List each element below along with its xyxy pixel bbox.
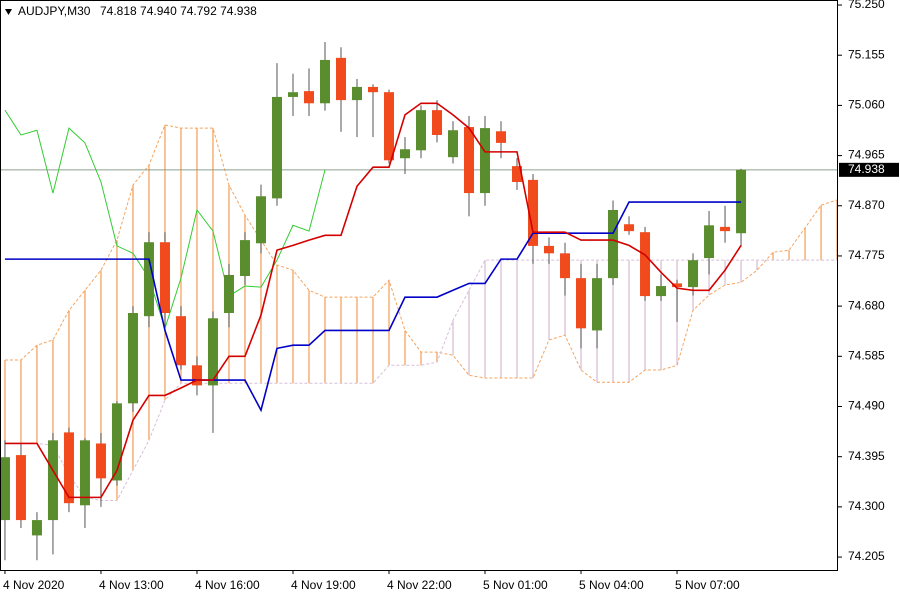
candle-body xyxy=(31,520,42,536)
candle-body xyxy=(640,232,651,297)
y-tick-label: 74.775 xyxy=(848,248,885,262)
plot-area xyxy=(0,41,838,561)
candle-body xyxy=(319,59,330,104)
candle-body xyxy=(496,131,507,143)
x-tick-label: 4 Nov 19:00 xyxy=(291,578,356,592)
candle-body xyxy=(528,179,539,246)
candle-body xyxy=(15,455,26,521)
last-price-label: 74.938 xyxy=(848,162,885,176)
y-tick-label: 75.060 xyxy=(848,98,885,112)
y-tick-label: 75.155 xyxy=(848,47,885,61)
candle-body xyxy=(608,209,619,279)
x-tick-label: 5 Nov 01:00 xyxy=(483,578,548,592)
candle-body xyxy=(383,92,394,161)
x-tick-label: 4 Nov 13:00 xyxy=(99,578,164,592)
candle-body xyxy=(271,96,282,199)
y-tick-label: 74.490 xyxy=(848,399,885,413)
candle-body xyxy=(207,318,218,386)
candle-body xyxy=(0,457,10,521)
x-tick-label: 5 Nov 04:00 xyxy=(579,578,644,592)
chart-title: AUDJPY,M30 xyxy=(18,4,91,18)
y-tick-label: 74.965 xyxy=(848,148,885,162)
candle-body xyxy=(95,443,106,479)
candle-body xyxy=(127,312,138,404)
chart-subtitle: 74.818 74.940 74.792 74.938 xyxy=(100,4,257,18)
tenkan-sen xyxy=(4,102,742,499)
x-tick-label: 4 Nov 16:00 xyxy=(195,578,260,592)
candle-body xyxy=(688,260,699,288)
candle-body xyxy=(399,149,410,159)
candle-body xyxy=(367,86,378,93)
y-tick-label: 74.395 xyxy=(848,449,885,463)
candle-body xyxy=(303,91,314,104)
last-price-box xyxy=(839,162,899,177)
y-tick-label: 74.585 xyxy=(848,348,885,362)
candle-body xyxy=(63,432,74,504)
x-tick-label: 4 Nov 22:00 xyxy=(387,578,452,592)
candle-body xyxy=(592,278,603,331)
candle-body xyxy=(223,274,234,313)
plot-frame xyxy=(0,0,838,571)
kijun-sen xyxy=(4,201,742,413)
y-tick-label: 75.250 xyxy=(848,0,885,11)
candle-body xyxy=(287,92,298,97)
candle-body xyxy=(704,225,715,259)
candle-body xyxy=(335,57,346,101)
candle-body xyxy=(480,128,491,194)
y-tick-label: 74.205 xyxy=(848,549,885,563)
candle-body xyxy=(416,110,427,151)
y-tick-label: 74.680 xyxy=(848,298,885,312)
y-tick-label: 74.870 xyxy=(848,198,885,212)
candle-body xyxy=(432,110,443,135)
candle-body xyxy=(656,286,667,297)
candle-body xyxy=(175,316,186,366)
candle-body xyxy=(111,403,122,481)
y-tick-label: 74.300 xyxy=(848,499,885,513)
candle-body xyxy=(560,253,571,279)
x-tick-label: 5 Nov 07:00 xyxy=(675,578,740,592)
candle-body xyxy=(159,242,170,313)
menu-triangle[interactable] xyxy=(5,9,12,15)
candle-body xyxy=(464,127,475,194)
candle-body xyxy=(79,440,90,506)
candle-body xyxy=(448,130,459,158)
candle-body xyxy=(576,278,587,329)
candle-body xyxy=(512,166,523,182)
senkou-span-b xyxy=(4,259,838,502)
candle-body xyxy=(191,365,202,386)
candle-body xyxy=(720,226,731,232)
candle-body xyxy=(255,196,266,244)
candle-body xyxy=(239,240,250,277)
x-tick-label: 4 Nov 2020 xyxy=(3,578,65,592)
candle-body xyxy=(544,245,555,254)
candle-body xyxy=(672,283,683,288)
candle-body xyxy=(624,224,635,232)
candle-body xyxy=(351,86,362,101)
candle-body xyxy=(143,242,154,317)
senkou-span-a xyxy=(4,124,838,383)
candle-body xyxy=(47,440,58,521)
